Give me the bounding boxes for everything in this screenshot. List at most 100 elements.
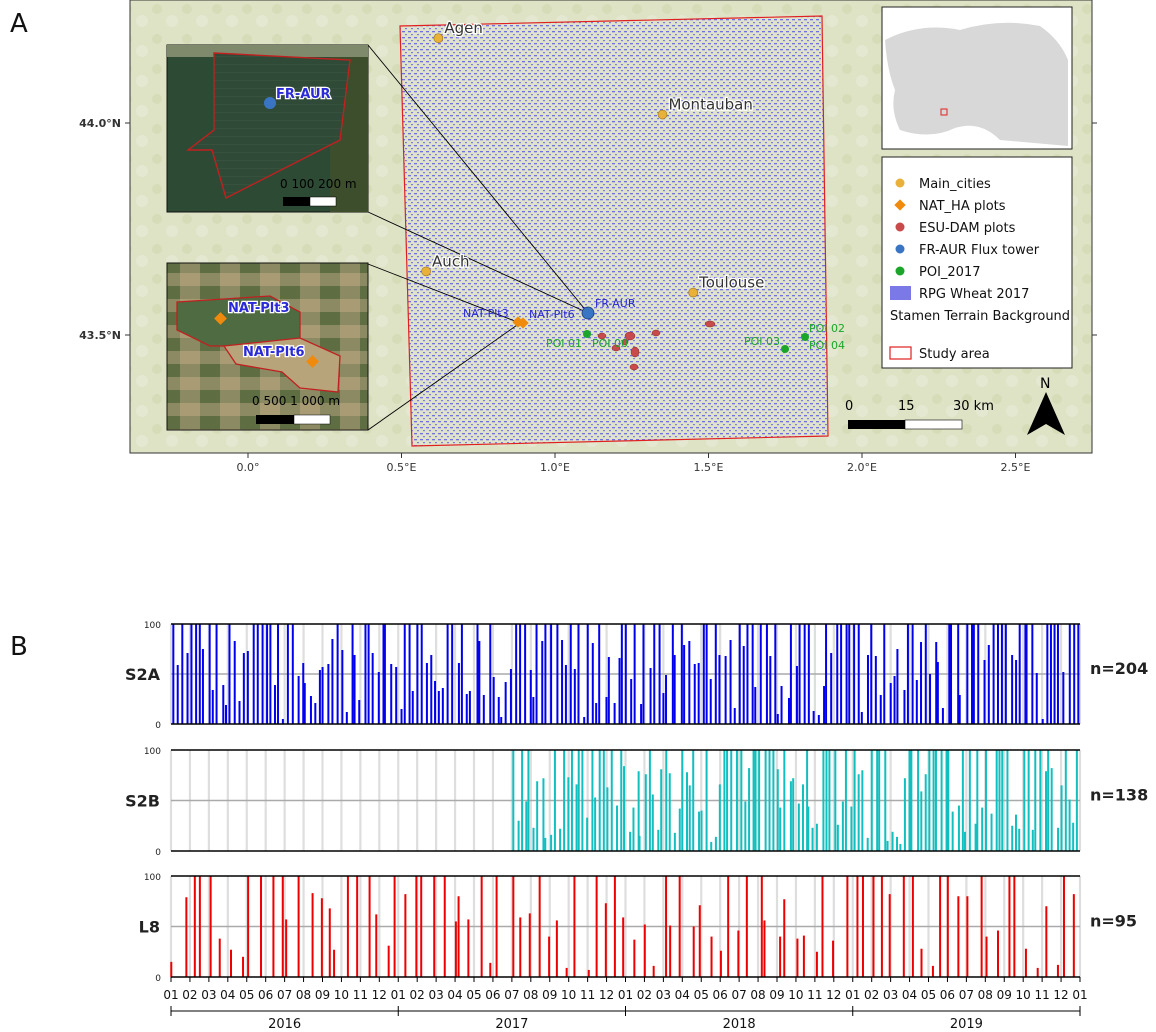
panel-l8: 0 100 L8 n=95 [139, 873, 1137, 984]
xtick-label: 05 [466, 988, 481, 1002]
inset-nat-label-6: NAT-Plt6 [243, 345, 305, 360]
svg-text:N: N [1040, 376, 1050, 392]
xtick-label: 03 [428, 988, 443, 1002]
xtick-label: 02 [637, 988, 652, 1002]
xtick-label: 06 [258, 988, 273, 1002]
legend-label: NAT_HA plots [919, 199, 1006, 214]
xtick-label: 08 [523, 988, 538, 1002]
panel-s2b: 0 100 S2B n=138 [125, 747, 1148, 858]
lon-tick-label: 1.5°E [694, 461, 724, 474]
ytick-label: 0 [155, 974, 161, 984]
series-count: n=204 [1090, 659, 1148, 678]
series-label: L8 [139, 918, 160, 937]
poi-label-02: POI 02 [809, 322, 845, 335]
xtick-label: 01 [1072, 988, 1087, 1002]
legend-swatch [895, 178, 905, 188]
city-markers: Agen Montauban Auch Toulouse [421, 18, 766, 298]
xtick-label: 09 [769, 988, 784, 1002]
inset-bottom-connector-2 [367, 322, 521, 431]
city-marker [433, 33, 444, 44]
xtick-label: 12 [826, 988, 841, 1002]
lon-tick-label: 0.0° [237, 461, 260, 474]
xtick-label: 07 [504, 988, 519, 1002]
inset-top-connector-2 [367, 211, 589, 314]
nat-label-plt3: NAT-Plt3 [463, 307, 509, 320]
legend-label: FR-AUR Flux tower [919, 243, 1040, 258]
x-axis: 01 02 03 04 05 06 07 08 09 10 11 12 01 02 03 04 05 06 07 08… [163, 977, 1088, 1002]
xtick-label: 02 [410, 988, 425, 1002]
city-marker [657, 109, 668, 120]
legend-label: Study area [919, 347, 990, 362]
xtick-label: 05 [921, 988, 936, 1002]
poi-label-04: POI 04 [809, 339, 845, 352]
flux-tower-label: FR-AUR [595, 297, 636, 310]
nat-label-plt6: NAT-Plt6 [529, 308, 575, 321]
xtick-label: 01 [618, 988, 633, 1002]
city-marker [688, 287, 698, 298]
nat-plot-marker-6 [517, 317, 529, 329]
xtick-label: 02 [182, 988, 197, 1002]
city-label: Auch [432, 252, 470, 270]
xtick-label: 08 [296, 988, 311, 1002]
lon-tick-label: 1.0°E [540, 461, 570, 474]
poi-label-03: POI 03 [744, 335, 780, 348]
xtick-label: 04 [902, 988, 917, 1002]
poi-label-00: POI 00 [592, 337, 628, 350]
year-brackets: 2016 2017 2018 2019 [170, 1006, 1081, 1032]
xtick-label: 07 [731, 988, 746, 1002]
xtick-label: 10 [788, 988, 803, 1002]
year-label: 2019 [950, 1017, 983, 1032]
series-count: n=138 [1090, 786, 1148, 805]
inset-nat-scale: 0 500 1 000 m [252, 394, 340, 408]
legend-label: Main_cities [919, 177, 991, 192]
xtick-label: 01 [845, 988, 860, 1002]
latitude-ticks: 44.0°N 43.5°N [79, 117, 1097, 342]
series-count: n=95 [1090, 912, 1137, 931]
xtick-label: 06 [713, 988, 728, 1002]
xtick-label: 01 [391, 988, 406, 1002]
xtick-label: 04 [675, 988, 690, 1002]
legend-swatch [895, 222, 905, 232]
scalebar-label-30: 30 km [953, 399, 994, 414]
inset-fr-aur-label: FR-AUR [276, 87, 331, 102]
xtick-label: 10 [1016, 988, 1031, 1002]
year-label: 2016 [268, 1017, 301, 1032]
xtick-label: 08 [750, 988, 765, 1002]
lat-tick-label: 43.5°N [79, 329, 121, 342]
xtick-label: 09 [542, 988, 557, 1002]
legend-swatch [889, 346, 912, 360]
xtick-label: 10 [561, 988, 576, 1002]
europe-locator [881, 6, 1073, 150]
xtick-label: 05 [239, 988, 254, 1002]
xtick-label: 11 [807, 988, 822, 1002]
city-label: Agen [444, 19, 483, 37]
xtick-label: 03 [201, 988, 216, 1002]
inset-top-connector-1 [367, 44, 589, 314]
xtick-label: 11 [580, 988, 595, 1002]
xtick-label: 03 [656, 988, 671, 1002]
xtick-label: 06 [940, 988, 955, 1002]
xtick-label: 10 [334, 988, 349, 1002]
ytick-label: 100 [144, 621, 161, 631]
inset-nat-label-3: NAT-Plt3 [228, 301, 290, 316]
panel-s2a: 0 100 S2A n=204 [125, 621, 1148, 731]
xtick-label: 11 [1034, 988, 1049, 1002]
study-area [399, 15, 829, 447]
legend-swatch [894, 199, 906, 211]
legend-swatch [895, 244, 905, 254]
xtick-label: 08 [978, 988, 993, 1002]
year-label: 2018 [723, 1017, 756, 1032]
city-label: Montauban [668, 96, 752, 114]
xtick-label: 09 [315, 988, 330, 1002]
scalebar-label-15: 15 [898, 399, 915, 414]
esu-dam-plots [597, 320, 716, 371]
inset-bottom-connector-1 [367, 263, 521, 324]
inset-fr-aur: FR-AUR 0 100 200 m [166, 44, 369, 213]
inset-fr-aur-scale: 0 100 200 m [280, 177, 357, 191]
ytick-label: 100 [144, 747, 161, 757]
xtick-label: 03 [883, 988, 898, 1002]
series-label: S2A [125, 665, 161, 684]
flux-tower-marker [581, 306, 595, 320]
